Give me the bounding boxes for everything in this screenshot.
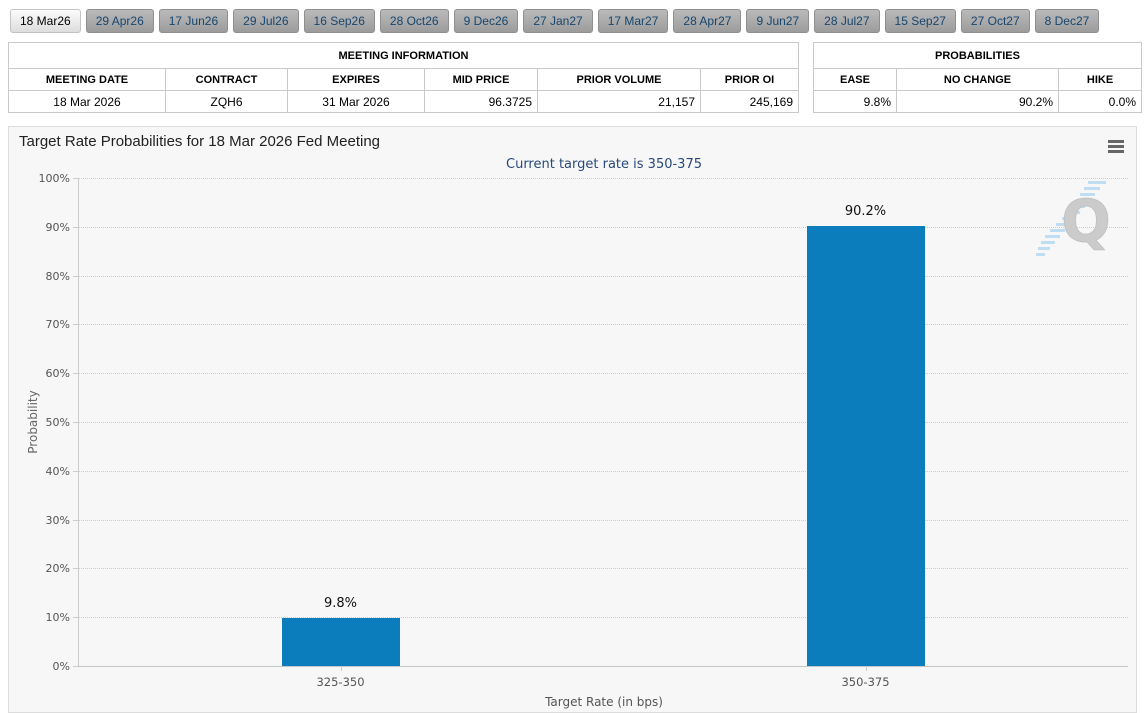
- chart-title: Target Rate Probabilities for 18 Mar 202…: [19, 133, 381, 150]
- watermark-letter: Q: [1061, 187, 1110, 255]
- y-gridline: [78, 422, 1128, 423]
- x-axis-tick: [865, 666, 867, 671]
- table-cell: ZQH6: [165, 90, 288, 113]
- table-row: 18 Mar 2026 ZQH6 31 Mar 2026 96.3725 21,157 2…: [8, 90, 799, 113]
- hamburger-bar: [1108, 145, 1124, 148]
- column-header: PRIOR VOLUME: [537, 68, 701, 91]
- x-axis-title: Target Rate (in bps): [545, 695, 663, 709]
- y-axis-tick: [73, 324, 78, 326]
- tab-15-sep27[interactable]: 15 Sep27: [884, 9, 956, 33]
- hamburger-bar: [1108, 140, 1124, 143]
- y-gridline: [78, 617, 1128, 619]
- y-gridline: [78, 324, 1128, 326]
- table-cell: 18 Mar 2026: [8, 90, 166, 113]
- probability-bar[interactable]: [281, 618, 400, 666]
- table-cell: 9.8%: [813, 90, 897, 113]
- y-axis-tick: [73, 226, 78, 228]
- column-header: MID PRICE: [424, 68, 538, 91]
- table-cell: 31 Mar 2026: [287, 90, 425, 113]
- tab-28-oct26[interactable]: 28 Oct26: [379, 9, 449, 33]
- x-axis-category-label: 325-350: [316, 675, 365, 689]
- probabilities-table: PROBABILITIES EASE NO CHANGE HIKE 9.8% 90.2% 0…: [812, 42, 1143, 113]
- y-axis-tick-label: 100%: [38, 172, 70, 185]
- y-axis-tick-label: 40%: [45, 464, 70, 478]
- y-axis-title: Probability: [26, 390, 40, 454]
- column-header: EXPIRES: [287, 68, 425, 91]
- table-cell: 96.3725: [424, 90, 538, 113]
- y-axis-tick-label: 10%: [45, 611, 70, 625]
- column-header: CONTRACT: [165, 68, 288, 91]
- column-header: HIKE: [1057, 68, 1143, 91]
- y-axis-tick: [73, 519, 78, 521]
- tab-8-dec27[interactable]: 8 Dec27: [1034, 9, 1100, 33]
- y-axis-tick-label: 80%: [45, 269, 70, 283]
- y-axis-tick: [73, 373, 78, 375]
- table-title: MEETING INFORMATION: [8, 42, 799, 69]
- column-header: EASE: [813, 68, 897, 91]
- y-gridline: [78, 275, 1128, 277]
- column-header: MEETING DATE: [8, 68, 166, 91]
- y-axis-tick: [73, 470, 78, 472]
- tab-27-jan27[interactable]: 27 Jan27: [523, 9, 593, 33]
- y-axis-tick-label: 30%: [45, 513, 70, 527]
- fedwatch-probability-chart: Target Rate Probabilities for 18 Mar 202…: [8, 126, 1137, 713]
- y-axis-tick-label: 70%: [45, 318, 70, 332]
- table-cell: 245,169: [700, 90, 799, 113]
- table-row: 9.8% 90.2% 0.0%: [813, 90, 1143, 113]
- y-gridline: [78, 226, 1128, 228]
- y-gridline: [78, 470, 1128, 472]
- y-axis-tick: [73, 666, 78, 667]
- x-axis-line: [78, 666, 1128, 667]
- tab-18-mar26[interactable]: 18 Mar26: [10, 9, 81, 33]
- table-title: PROBABILITIES: [812, 42, 1143, 69]
- table-cell: 90.2%: [896, 90, 1059, 113]
- y-axis-tick: [73, 422, 78, 423]
- tab-29-apr26[interactable]: 29 Apr26: [85, 9, 154, 33]
- table-cell: 0.0%: [1057, 90, 1143, 113]
- x-axis-tick: [340, 666, 342, 671]
- y-axis-tick-label: 60%: [45, 367, 70, 381]
- y-gridline: [78, 178, 1128, 179]
- y-axis-tick: [73, 275, 78, 277]
- meeting-information-table: MEETING INFORMATION MEETING DATE CONTRACT E…: [8, 42, 799, 113]
- y-gridline: [78, 568, 1128, 570]
- y-axis-tick-label: 0%: [52, 660, 70, 673]
- tab-16-sep26[interactable]: 16 Sep26: [303, 9, 375, 33]
- bar-data-label: 90.2%: [844, 203, 887, 219]
- tab-9-dec26[interactable]: 9 Dec26: [453, 9, 519, 33]
- y-axis-tick: [73, 178, 78, 179]
- tab-9-jun27[interactable]: 9 Jun27: [746, 9, 810, 33]
- tab-28-apr27[interactable]: 28 Apr27: [673, 9, 742, 33]
- info-tables-row: MEETING INFORMATION MEETING DATE CONTRACT E…: [0, 42, 1145, 113]
- tab-29-jul26[interactable]: 29 Jul26: [233, 9, 299, 33]
- quikstrike-watermark-logo: Q: [1036, 181, 1111, 256]
- x-axis-category-label: 350-375: [841, 675, 890, 689]
- tab-17-jun26[interactable]: 17 Jun26: [158, 9, 229, 33]
- hamburger-icon[interactable]: [1108, 137, 1124, 156]
- y-axis-tick-label: 20%: [45, 562, 70, 576]
- tab-27-oct27[interactable]: 27 Oct27: [960, 9, 1030, 33]
- tab-28-jul27[interactable]: 28 Jul27: [814, 9, 880, 33]
- y-axis-tick: [73, 568, 78, 570]
- y-axis-tick-label: 90%: [45, 220, 70, 234]
- y-axis-tick-label: 50%: [45, 416, 70, 429]
- tab-17-mar27[interactable]: 17 Mar27: [597, 9, 669, 33]
- meeting-tab-bar: 18 Mar26 29 Apr26 17 Jun26 29 Jul26 16 Sep26…: [0, 0, 1145, 42]
- column-header: PRIOR OI: [700, 68, 799, 91]
- column-header: NO CHANGE: [896, 68, 1059, 91]
- chart-subtitle: Current target rate is 350-375: [506, 157, 702, 172]
- table-cell: 21,157: [537, 90, 701, 113]
- bar-data-label: 9.8%: [323, 596, 358, 612]
- probability-bar[interactable]: [806, 225, 925, 666]
- hamburger-bar: [1108, 150, 1124, 153]
- y-gridline: [78, 373, 1128, 375]
- y-axis-tick: [73, 617, 78, 619]
- y-gridline: [78, 519, 1128, 521]
- y-axis-line: [78, 178, 79, 666]
